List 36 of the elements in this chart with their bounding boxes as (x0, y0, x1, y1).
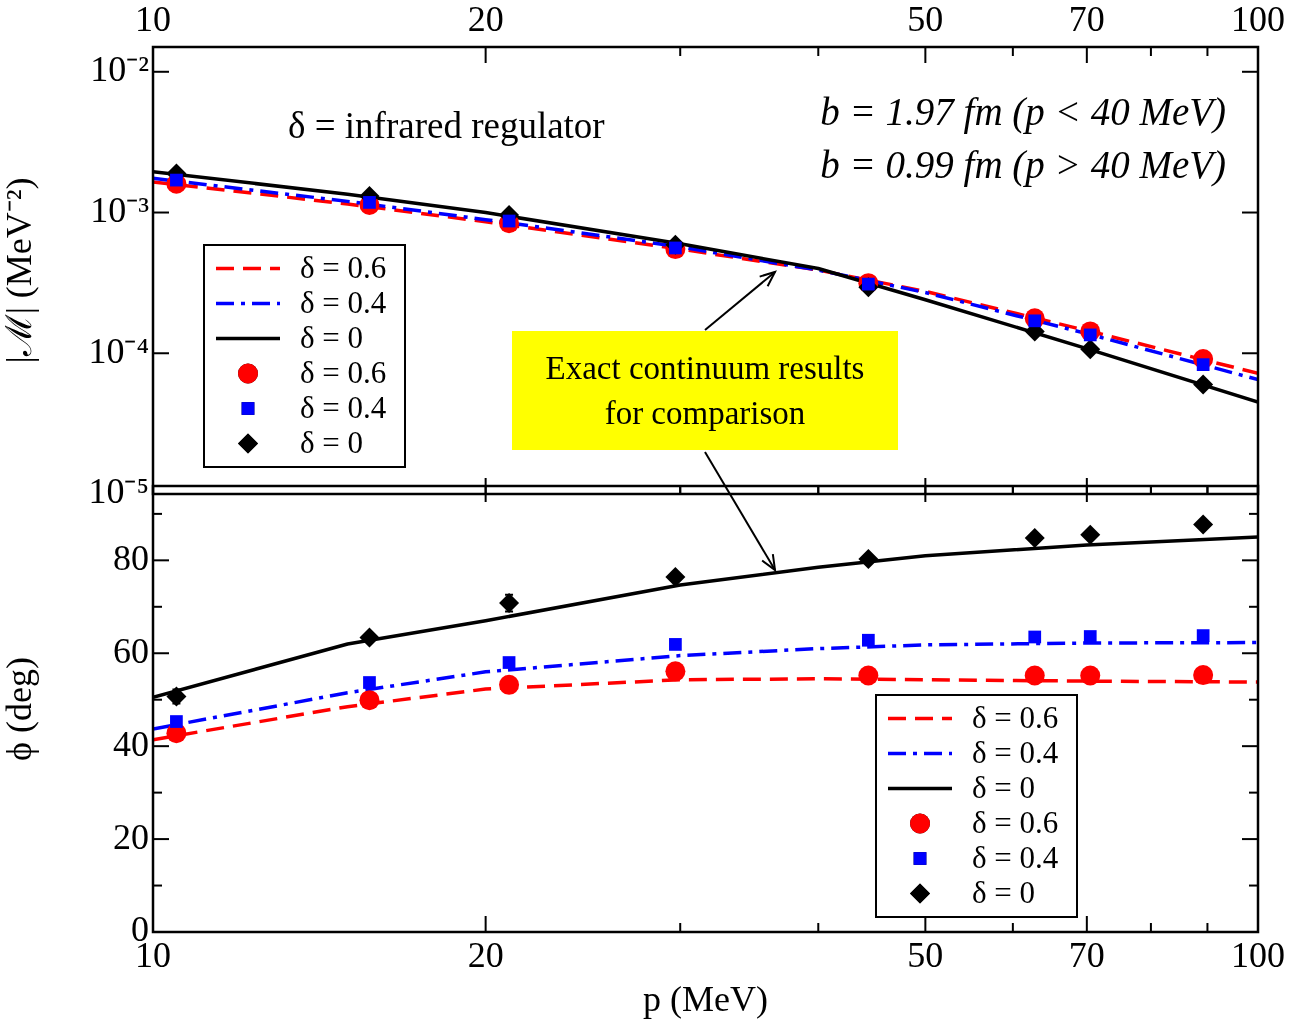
y-axis-title: |ℳ| (MeV⁻²) (0, 177, 40, 364)
x-tick-label: 10 (135, 0, 171, 39)
x-tick-label: 70 (1068, 935, 1105, 976)
x-tick-label: 100 (1231, 0, 1285, 39)
legend-label: δ = 0.6 (300, 354, 387, 390)
legend-label: δ = 0.6 (300, 249, 387, 285)
annotation: b = 1.97 fm (p < 40 MeV) (820, 90, 1226, 135)
legend-label: δ = 0 (300, 424, 364, 460)
y-tick-label: 10⁻³ (90, 189, 150, 230)
x-axis-title: p (MeV) (643, 978, 768, 1019)
y-tick-label: 10⁻⁵ (88, 471, 149, 512)
legend-label: δ = 0.4 (972, 734, 1059, 770)
x-tick-label: 70 (1068, 0, 1105, 39)
annotation: Exact continuum results for comparison (512, 331, 898, 450)
legend-label: δ = 0 (300, 319, 364, 355)
annotation: b = 0.99 fm (p > 40 MeV) (820, 143, 1226, 188)
legend-label: δ = 0.6 (972, 699, 1059, 735)
y-axis-title: ϕ (deg) (0, 657, 40, 761)
x-tick-label: 20 (467, 935, 504, 976)
legend-label: δ = 0.4 (300, 284, 387, 320)
x-tick-label: 20 (467, 0, 504, 39)
x-tick-label: 50 (907, 0, 944, 39)
y-tick-label: 80 (113, 537, 149, 578)
y-tick-label: 10⁻² (90, 49, 149, 90)
y-tick-label: 20 (113, 816, 149, 857)
annotation: δ = infrared regulator (288, 104, 605, 146)
legend-label: δ = 0.6 (972, 804, 1059, 840)
x-tick-label: 50 (907, 935, 944, 976)
legend-label: δ = 0 (972, 874, 1036, 910)
legend-label: δ = 0 (972, 769, 1036, 805)
y-tick-label: 60 (113, 630, 149, 671)
y-tick-label: 40 (113, 723, 149, 764)
legend-label: δ = 0.4 (300, 389, 387, 425)
y-tick-label: 10⁻⁴ (88, 330, 149, 371)
x-tick-label: 100 (1231, 935, 1285, 976)
legend-label: δ = 0.4 (972, 839, 1059, 875)
